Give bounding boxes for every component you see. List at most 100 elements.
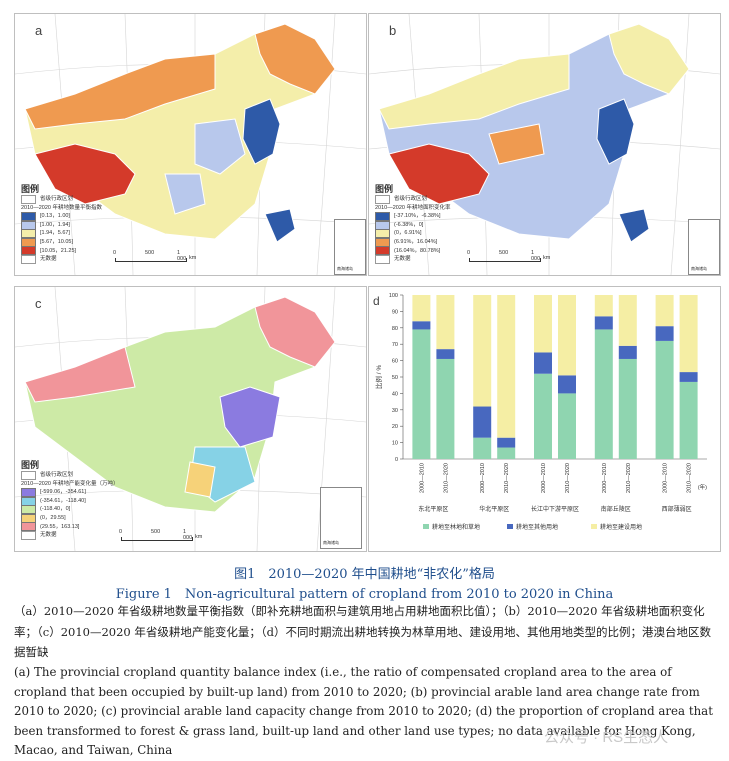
legend-swatch [21,487,36,497]
stacked-bar-chart: d 0 10 20 30 40 50 60 70 80 90 100 比例 / % 2000—2010 20… [373,293,707,531]
bar-segment [534,295,552,353]
y-tick-label: 100 [389,293,398,299]
legend-c: 图例 省级行政区划 2010—2020 年耕地产能变化量（万吨） [-599.0… [21,460,119,540]
scale-bar-a: 0 500 1 000 km [113,250,197,262]
legend-item: [-599.06，-354.61] [21,487,119,497]
legend-item: 省级行政区划 [21,194,102,204]
bar-segment [436,349,455,359]
bar-segment [618,295,637,346]
legend-item: 无数据 [21,254,102,264]
map-panel-a: a 图例 省级行政区划 2010—2020 年耕地数量平衡指数 [0.13，1.… [14,13,367,276]
map-a-svg [15,14,366,275]
legend-swatch [375,220,390,230]
figure-note-cn: （a）2010—2020 年省级耕地数量平衡指数（即补充耕地面积与建筑用地占用耕… [14,604,711,659]
bar-segment [618,358,637,459]
legend-item: [1.00，1.94] [21,220,102,230]
legend-item: 无数据 [375,254,451,264]
legend-item: [10.05，21.25] [21,246,102,256]
x-tick-label: 2000—2010 [663,463,669,493]
legend-item: 无数据 [21,530,119,540]
group-label: 西部薄弱区 [662,505,692,513]
legend-swatch [21,505,36,515]
x-tick-label: 2000—2010 [419,463,425,493]
bar-segment [534,373,552,459]
legend-swatch [21,246,36,256]
bar-segment [655,326,674,341]
legend-subtitle: 2010—2020 年耕地面积变化率 [375,204,451,211]
legend-item: (6.91%，16.04%] [375,237,451,247]
bar-segment [679,381,698,459]
legend-swatch [21,254,36,264]
bar-segment [412,321,431,330]
south-china-sea-inset: 南海诸岛 [334,219,366,275]
legend-swatch [21,496,36,506]
legend-b: 图例 省级行政区划 2010—2020 年耕地面积变化率 [-37.10%，-6… [375,184,451,264]
legend-title-c: 图例 [21,460,40,470]
legend-swatch [375,194,390,204]
y-tick-label: 30 [392,408,398,414]
legend-swatch [375,229,390,239]
y-tick-label: 60 [392,359,398,365]
group-label: 东北平原区 [418,505,448,513]
y-tick-label: 70 [392,342,398,348]
chart-panel-d: d 0 10 20 30 40 50 60 70 80 90 100 比例 / % 2000—2010 20… [368,286,721,552]
legend-swatch [375,246,390,256]
bar-segment [594,329,613,459]
legend-item: 省级行政区划 [375,194,451,204]
y-tick-label: 50 [392,375,398,381]
bar-segment [679,295,698,373]
map-c-svg [15,287,366,551]
legend-swatch [423,524,429,529]
legend-item: (16.04%，80.78%] [375,246,451,256]
south-china-sea-inset: 南海诸岛 [688,219,720,275]
y-tick-label: 20 [392,424,398,430]
map-panel-b: b 图例 省级行政区划 2010—2020 年耕地面积变化率 [-37.10%，… [368,13,721,276]
legend-swatch [21,220,36,230]
bar-segment [558,393,576,459]
bar-segment [412,329,431,459]
group-label: 南部丘陵区 [601,505,631,513]
x-tick-label: 2010—2020 [687,463,693,493]
legend-swatch [21,194,36,204]
y-tick-label: 90 [392,309,398,315]
watermark: 公众号 · RS生态人 [544,729,669,746]
legend-swatch [591,524,597,529]
y-tick-label: 0 [395,457,398,463]
legend-item: [5.67，10.05] [21,237,102,247]
legend-item: (29.55，163.13] [21,522,119,532]
bar-segment [436,295,455,350]
bar-segment [497,447,516,459]
figure-title-en: Figure 1 Non-agricultural pattern of cro… [115,587,614,602]
legend-swatch [507,524,513,529]
legend-swatch [375,254,390,264]
panel-label-a: a [35,23,43,38]
figure-title-cn: 图1 2010—2020 年中国耕地“非农化”格局 [234,567,495,582]
map-panel-c: c 图例 省级行政区划 2010—2020 年耕地产能变化量（万吨） [-599… [14,286,367,552]
legend-item: (0，6.91%] [375,229,451,239]
panel-label-b: b [389,23,397,38]
legend-subtitle: 2010—2020 年耕地产能变化量（万吨） [21,480,119,487]
legend-swatch [21,470,36,480]
legend-item: 省级行政区划 [21,470,119,480]
legend-label: 耕地至其他用地 [516,523,558,531]
legend-swatch [21,211,36,221]
bar-segment [655,340,674,459]
bar-segment [679,372,698,382]
bar-segment [655,295,674,327]
y-axis-label: 比例 / % [374,365,383,389]
x-tick-label: 2000—2010 [480,463,486,493]
x-tick-label: 2000—2010 [541,463,547,493]
y-tick-label: 40 [392,391,398,397]
bar-segment [497,437,516,448]
y-tick-label: 10 [392,441,398,447]
bar-segment [558,295,576,376]
group-label: 华北平原区 [479,505,509,513]
legend-a: 图例 省级行政区划 2010—2020 年耕地数量平衡指数 [0.13，1.00… [21,184,102,264]
legend-label: 耕地至建设用地 [600,523,642,531]
legend-subtitle: 2010—2020 年耕地数量平衡指数 [21,204,102,211]
bar-segment [436,358,455,459]
legend-item: [-37.10%，-6.38%] [375,211,451,221]
legend-label: 耕地至林地和草地 [432,523,480,531]
x-tick-label: 2010—2020 [565,463,571,493]
bar-segment [558,375,576,394]
